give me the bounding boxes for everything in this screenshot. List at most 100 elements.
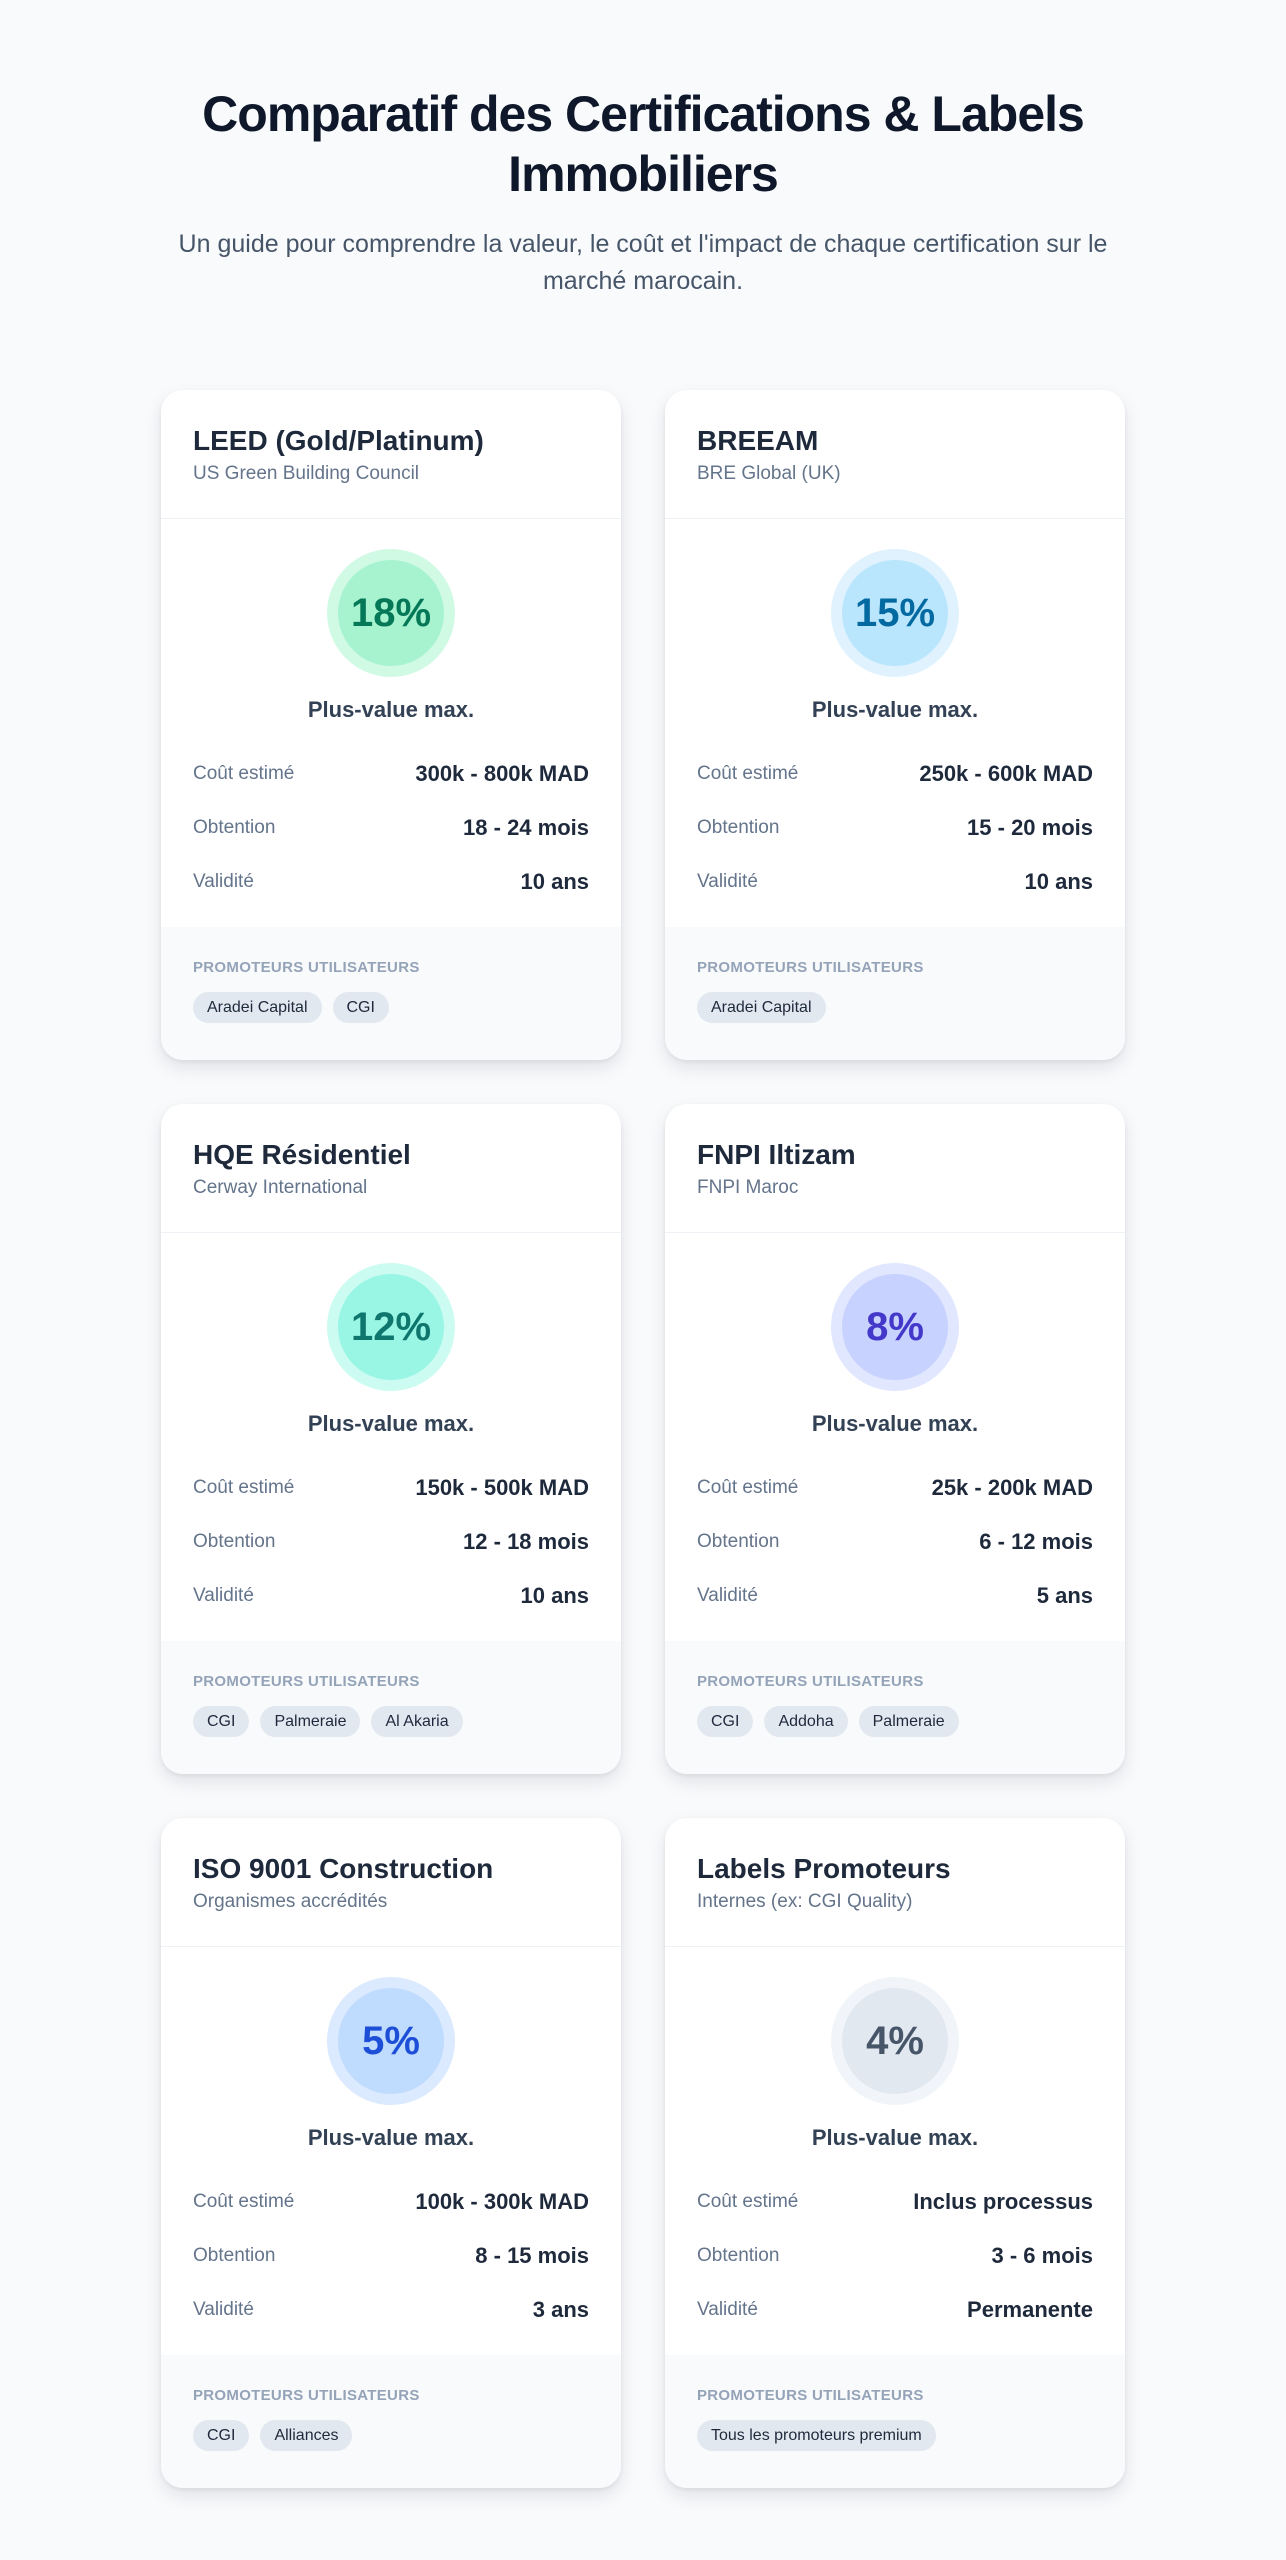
validity-value: 10 ans: [520, 1583, 590, 1608]
duration-row: Obtention 8 - 15 mois: [193, 2229, 589, 2283]
certification-card: FNPI Iltizam FNPI Maroc 8% Plus-value ma…: [665, 1104, 1125, 1774]
validity-row: Validité 3 ans: [193, 2283, 589, 2337]
cost-row: Coût estimé 300k - 800k MAD: [193, 747, 589, 801]
duration-row: Obtention 3 - 6 mois: [697, 2229, 1093, 2283]
details-list: Coût estimé Inclus processus Obtention 3…: [697, 2175, 1093, 2337]
cost-label: Coût estimé: [697, 763, 799, 784]
users-label: PROMOTEURS UTILISATEURS: [697, 959, 924, 976]
validity-row: Validité 10 ans: [697, 855, 1093, 909]
page-header: Comparatif des Certifications & Labels I…: [163, 84, 1123, 300]
cost-value: 150k - 500k MAD: [415, 1475, 589, 1500]
metric-label: Plus-value max.: [307, 1411, 475, 1436]
metric-label: Plus-value max.: [811, 1411, 979, 1436]
card-body: 5% Plus-value max. Coût estimé 100k - 30…: [161, 1947, 621, 2355]
duration-label: Obtention: [193, 1531, 276, 1552]
card-header: BREEAM BRE Global (UK): [665, 390, 1125, 519]
card-body: 18% Plus-value max. Coût estimé 300k - 8…: [161, 519, 621, 927]
details-list: Coût estimé 25k - 200k MAD Obtention 6 -…: [697, 1461, 1093, 1623]
ring-wrapper: 5%: [193, 1977, 589, 2105]
cost-value: Inclus processus: [913, 2189, 1093, 2214]
ring-wrapper: 15%: [697, 549, 1093, 677]
ring-wrapper: 4%: [697, 1977, 1093, 2105]
card-header: ISO 9001 Construction Organismes accrédi…: [161, 1818, 621, 1947]
cost-label: Coût estimé: [697, 1477, 799, 1498]
duration-value: 12 - 18 mois: [463, 1529, 589, 1554]
certification-card: HQE Résidentiel Cerway International 12%…: [161, 1104, 621, 1774]
details-list: Coût estimé 250k - 600k MAD Obtention 15…: [697, 747, 1093, 909]
duration-value: 8 - 15 mois: [475, 2243, 589, 2268]
card-footer: PROMOTEURS UTILISATEURS Tous les promote…: [665, 2355, 1125, 2488]
validity-value: 10 ans: [520, 869, 590, 894]
cost-label: Coût estimé: [193, 2191, 295, 2212]
tag-list: Aradei Capital: [697, 992, 1093, 1023]
validity-label: Validité: [193, 871, 254, 892]
ring-wrapper: 18%: [193, 549, 589, 677]
cost-label: Coût estimé: [193, 763, 295, 784]
metric-label: Plus-value max.: [811, 697, 979, 722]
user-tag: CGI: [193, 1706, 250, 1737]
details-list: Coût estimé 300k - 800k MAD Obtention 18…: [193, 747, 589, 909]
card-header: HQE Résidentiel Cerway International: [161, 1104, 621, 1233]
duration-value: 15 - 20 mois: [967, 815, 1093, 840]
card-organization: FNPI Maroc: [697, 1177, 799, 1198]
percent-value: 18%: [338, 560, 444, 666]
validity-row: Validité Permanente: [697, 2283, 1093, 2337]
ring-wrapper: 8%: [697, 1263, 1093, 1391]
percent-value: 8%: [842, 1274, 948, 1380]
validity-label: Validité: [697, 871, 758, 892]
users-label: PROMOTEURS UTILISATEURS: [193, 1673, 420, 1690]
card-footer: PROMOTEURS UTILISATEURS CGI Palmeraie Al A…: [161, 1641, 621, 1774]
cost-label: Coût estimé: [697, 2191, 799, 2212]
validity-label: Validité: [697, 2299, 758, 2320]
card-title: HQE Résidentiel: [193, 1139, 411, 1170]
card-title: ISO 9001 Construction: [193, 1853, 494, 1884]
tag-list: CGI Addoha Palmeraie: [697, 1706, 1093, 1737]
percent-ring: 8%: [831, 1263, 959, 1391]
percent-ring: 18%: [327, 549, 455, 677]
card-body: 12% Plus-value max. Coût estimé 150k - 5…: [161, 1233, 621, 1641]
user-tag: Aradei Capital: [193, 992, 322, 1023]
card-header: Labels Promoteurs Internes (ex: CGI Qual…: [665, 1818, 1125, 1947]
duration-value: 18 - 24 mois: [463, 815, 589, 840]
cost-value: 300k - 800k MAD: [415, 761, 589, 786]
user-tag: Palmeraie: [260, 1706, 361, 1737]
duration-row: Obtention 18 - 24 mois: [193, 801, 589, 855]
duration-value: 6 - 12 mois: [979, 1529, 1093, 1554]
metric-label: Plus-value max.: [307, 2125, 475, 2150]
card-footer: PROMOTEURS UTILISATEURS CGI Alliances: [161, 2355, 621, 2488]
card-body: 8% Plus-value max. Coût estimé 25k - 200…: [665, 1233, 1125, 1641]
duration-row: Obtention 6 - 12 mois: [697, 1515, 1093, 1569]
duration-row: Obtention 15 - 20 mois: [697, 801, 1093, 855]
metric-label: Plus-value max.: [307, 697, 475, 722]
users-label: PROMOTEURS UTILISATEURS: [697, 2387, 924, 2404]
ring-wrapper: 12%: [193, 1263, 589, 1391]
user-tag: Alliances: [260, 2420, 353, 2451]
certification-grid: LEED (Gold/Platinum) US Green Building C…: [161, 390, 1125, 2488]
metric-label: Plus-value max.: [811, 2125, 979, 2150]
validity-value: 5 ans: [1036, 1583, 1093, 1608]
users-label: PROMOTEURS UTILISATEURS: [193, 959, 420, 976]
card-organization: US Green Building Council: [193, 463, 420, 484]
duration-label: Obtention: [193, 2245, 276, 2266]
tag-list: CGI Alliances: [193, 2420, 589, 2451]
duration-value: 3 - 6 mois: [991, 2243, 1093, 2268]
user-tag: Addoha: [764, 1706, 848, 1737]
cost-row: Coût estimé Inclus processus: [697, 2175, 1093, 2229]
users-label: PROMOTEURS UTILISATEURS: [193, 2387, 420, 2404]
card-organization: Cerway International: [193, 1177, 368, 1198]
card-organization: Internes (ex: CGI Quality): [697, 1891, 913, 1912]
card-header: FNPI Iltizam FNPI Maroc: [665, 1104, 1125, 1233]
card-organization: Organismes accrédités: [193, 1891, 388, 1912]
card-footer: PROMOTEURS UTILISATEURS Aradei Capital: [665, 927, 1125, 1060]
cost-row: Coût estimé 250k - 600k MAD: [697, 747, 1093, 801]
card-title: FNPI Iltizam: [697, 1139, 856, 1170]
certification-card: LEED (Gold/Platinum) US Green Building C…: [161, 390, 621, 1060]
validity-row: Validité 10 ans: [193, 855, 589, 909]
tag-list: Aradei Capital CGI: [193, 992, 589, 1023]
validity-row: Validité 10 ans: [193, 1569, 589, 1623]
user-tag: CGI: [697, 1706, 754, 1737]
duration-label: Obtention: [697, 2245, 780, 2266]
card-organization: BRE Global (UK): [697, 463, 841, 484]
tag-list: CGI Palmeraie Al Akaria: [193, 1706, 589, 1737]
user-tag: Al Akaria: [371, 1706, 463, 1737]
